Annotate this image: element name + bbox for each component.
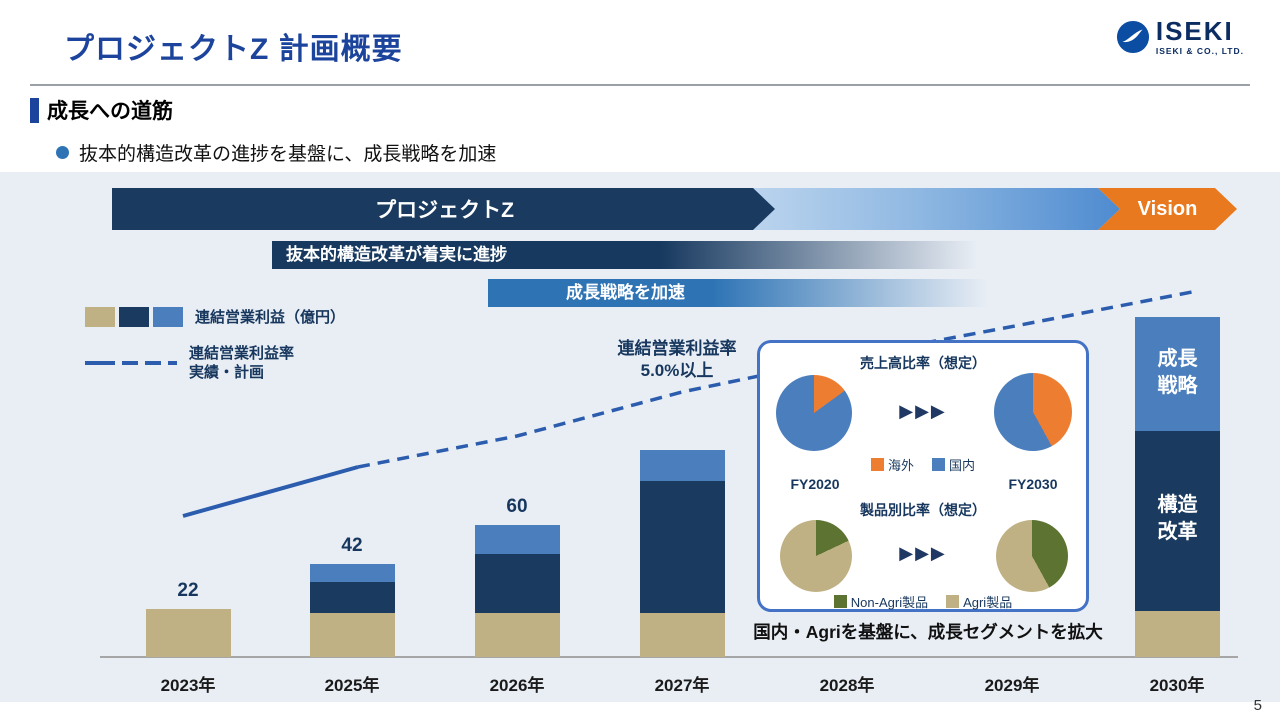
- line-legend-label: 連結営業利益率 実績・計画: [189, 345, 295, 381]
- bar-value-label: 60: [506, 496, 528, 517]
- legend-swatch-navy: [119, 306, 149, 327]
- pie-sales-fy2020: [776, 375, 852, 451]
- bar-legend: 連結営業利益（億円）: [85, 306, 345, 327]
- pie-product-fy2020: [780, 520, 852, 592]
- bar-segment: [474, 525, 560, 554]
- margin-target-annotation: 連結営業利益率 5.0%以上: [617, 339, 737, 380]
- logo-text: ISEKI: [1155, 16, 1234, 46]
- page-title: プロジェクトZ 計画概要: [64, 33, 403, 66]
- product-pie-legend: Non-Agri製品 Agri製品: [760, 592, 1086, 611]
- ratio-inset-box: 売上高比率（想定） ▶▶▶ 海外 国内 FY2020 FY2030 製品別比率（…: [757, 340, 1089, 612]
- x-axis-label: 2027年: [654, 676, 710, 695]
- fy2030-label: FY2030: [1008, 476, 1058, 492]
- x-axis-label: 2030年: [1149, 676, 1205, 695]
- bar-segment: [639, 481, 725, 613]
- x-axis-label: 2025年: [324, 676, 380, 695]
- iseki-logo: ISEKI ISEKI & CO., LTD.: [1116, 18, 1244, 56]
- domestic-swatch: [932, 458, 945, 471]
- project-z-arrow: プロジェクトZ: [112, 188, 777, 230]
- reform-progress-banner: 抜本的構造改革が着実に進捗: [272, 241, 977, 269]
- product-ratio-title: 製品別比率（想定）: [860, 502, 986, 518]
- section-accent-bar: [30, 98, 39, 123]
- growth-acceleration-banner: 成長戦略を加速: [488, 279, 988, 307]
- pie-sales-fy2030: [994, 373, 1072, 451]
- bar-segment: [639, 450, 725, 481]
- iseki-logo-icon: [1116, 20, 1149, 54]
- legend-swatch-tan: [85, 306, 115, 327]
- inset-caption: 国内・Agriを基盤に、成長セグメントを拡大: [753, 622, 1103, 642]
- pie-product-fy2030: [996, 520, 1068, 592]
- transition-arrows-icon: ▶▶▶: [899, 543, 947, 563]
- vision-arrow: Vision: [1098, 188, 1237, 230]
- section-heading: 成長への道筋: [47, 100, 173, 123]
- sales-pie-legend: 海外 国内: [760, 455, 1086, 474]
- bar-segment: [145, 609, 231, 657]
- bar-segment: [639, 613, 725, 657]
- bar-2030-reform-label: 構造 改革: [1157, 494, 1198, 543]
- bullet-icon: [56, 146, 69, 159]
- bullet-text: 抜本的構造改革の進捗を基盤に、成長戦略を加速: [79, 144, 497, 165]
- x-axis-label: 2028年: [819, 676, 875, 695]
- timeline-gradient-arrow: [753, 188, 1120, 230]
- header-divider: [30, 84, 1250, 86]
- x-axis-label: 2026年: [489, 676, 545, 695]
- legend-overseas: 海外: [870, 455, 914, 474]
- bar-segment: [309, 613, 395, 657]
- bar-2030-growth-label: 成長 戦略: [1157, 348, 1198, 397]
- logo-subtext: ISEKI & CO., LTD.: [1155, 46, 1244, 56]
- dashed-line-sample-icon: [85, 361, 177, 365]
- page-number: 5: [1253, 697, 1262, 714]
- sales-ratio-title: 売上高比率（想定）: [860, 355, 986, 371]
- bar-segment: [474, 554, 560, 613]
- bar-value-label: 22: [177, 580, 199, 601]
- bar-value-label: 42: [341, 535, 363, 556]
- line-legend: 連結営業利益率 実績・計画: [85, 344, 294, 382]
- agri-swatch: [946, 595, 960, 608]
- legend-nonagri: Non-Agri製品: [833, 592, 928, 611]
- bar-segment: [1134, 611, 1220, 657]
- fy2020-label: FY2020: [790, 476, 840, 492]
- bar-segment: [309, 582, 395, 613]
- x-axis-label: 2029年: [984, 676, 1040, 695]
- overseas-swatch: [870, 458, 884, 471]
- nonagri-swatch: [833, 595, 847, 608]
- legend-swatch-blue: [153, 306, 183, 327]
- bar-segment: [474, 613, 560, 657]
- x-axis-label: 2023年: [160, 676, 216, 695]
- legend-agri: Agri製品: [946, 592, 1012, 611]
- bullet-row: 抜本的構造改革の進捗を基盤に、成長戦略を加速: [56, 139, 496, 166]
- bar-segment: [309, 564, 395, 582]
- bar-legend-label: 連結営業利益（億円）: [195, 309, 346, 326]
- legend-domestic: 国内: [932, 455, 975, 474]
- transition-arrows-icon: ▶▶▶: [899, 401, 947, 421]
- x-axis-line: [100, 656, 1238, 658]
